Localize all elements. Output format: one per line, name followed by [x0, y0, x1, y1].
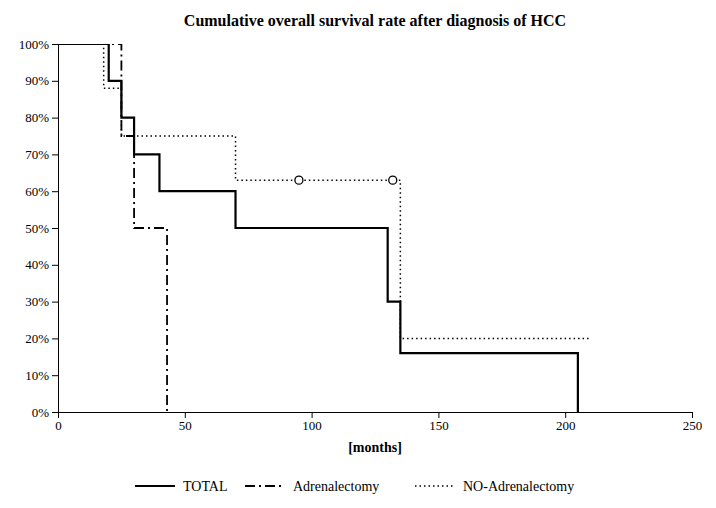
y-tick-label: 20% [25, 331, 49, 346]
legend-swatch [245, 485, 285, 487]
y-axis: 0% 10% 20% 30% 40% 50% 60% 70% 80% 90% 100% [19, 37, 59, 420]
legend-label: TOTAL [183, 479, 228, 494]
y-tick-mark [52, 81, 58, 82]
x-tick-label: 0 [55, 418, 62, 433]
step-line [58, 44, 578, 412]
x-tick: 200 [556, 412, 576, 433]
x-tick-label: 150 [429, 418, 449, 433]
x-tick: 150 [429, 412, 449, 433]
y-tick: 30% [25, 294, 58, 309]
y-tick-mark [52, 154, 58, 155]
y-tick-mark [52, 302, 58, 303]
y-tick-mark [52, 228, 58, 229]
x-axis-title: [months] [348, 440, 402, 455]
y-tick: 10% [25, 368, 58, 383]
x-tick-mark [438, 412, 439, 418]
y-tick: 20% [25, 331, 58, 346]
y-tick-mark [52, 338, 58, 339]
y-tick-mark [52, 191, 58, 192]
marks [58, 44, 591, 412]
y-tick: 50% [25, 221, 58, 236]
y-tick-mark [52, 412, 58, 413]
y-tick: 90% [25, 73, 58, 88]
x-tick-label: 200 [556, 418, 576, 433]
x-tick: 250 [683, 412, 703, 433]
x-tick-label: 50 [179, 418, 192, 433]
y-tick: 100% [19, 37, 58, 52]
legend-swatch [415, 485, 455, 487]
y-tick: 60% [25, 184, 58, 199]
x-axis: 0 50 100 150 200 250 [55, 412, 702, 433]
legend-label: NO-Adrenalectomy [463, 479, 574, 494]
x-tick: 100 [302, 412, 322, 433]
x-tick-label: 250 [683, 418, 703, 433]
x-tick-mark [565, 412, 566, 418]
y-tick-mark [52, 118, 58, 119]
legend-item: Adrenalectomy [245, 479, 379, 494]
y-tick-label: 40% [25, 257, 49, 272]
legend-label: Adrenalectomy [293, 479, 379, 494]
chart: 0 50 100 150 200 250 0% 10% 20% 30% 40% 50% 60% 70% 80… [0, 0, 716, 508]
y-tick: 0% [32, 405, 58, 420]
step-line [58, 44, 167, 412]
y-tick: 70% [25, 147, 58, 162]
y-tick-label: 0% [32, 405, 50, 420]
y-tick-label: 70% [25, 147, 49, 162]
y-tick-label: 60% [25, 184, 49, 199]
legend-item: NO-Adrenalectomy [415, 479, 574, 494]
y-tick-label: 10% [25, 368, 49, 383]
y-tick-mark [52, 375, 58, 376]
y-tick-label: 30% [25, 294, 49, 309]
step-line [58, 44, 591, 338]
x-tick: 50 [179, 412, 192, 433]
x-tick-mark [312, 412, 313, 418]
y-axis-line [52, 45, 59, 413]
censored-marker [295, 176, 303, 184]
title: Cumulative overall survival rate after d… [184, 12, 566, 30]
x-tick-mark [185, 412, 186, 418]
y-tick-label: 100% [19, 37, 50, 52]
y-tick-label: 50% [25, 221, 49, 236]
y-tick-label: 90% [25, 73, 49, 88]
plot: 0 50 100 150 200 250 0% 10% 20% 30% 40% 50% 60% 70% 80… [19, 37, 703, 434]
x-tick: 0 [55, 412, 62, 433]
censored-marker [389, 176, 397, 184]
legend-swatch [135, 485, 175, 487]
x-tick-label: 100 [302, 418, 322, 433]
legend-item: TOTAL [135, 479, 228, 494]
legend: TOTAL Adrenalectomy NO-Adrenalectomy [135, 479, 574, 494]
y-tick: 80% [25, 110, 58, 125]
y-tick: 40% [25, 257, 58, 272]
x-axis-line [59, 413, 693, 419]
x-tick-mark [692, 412, 693, 418]
y-tick-mark [52, 44, 58, 45]
y-tick-mark [52, 265, 58, 266]
y-tick-label: 80% [25, 110, 49, 125]
